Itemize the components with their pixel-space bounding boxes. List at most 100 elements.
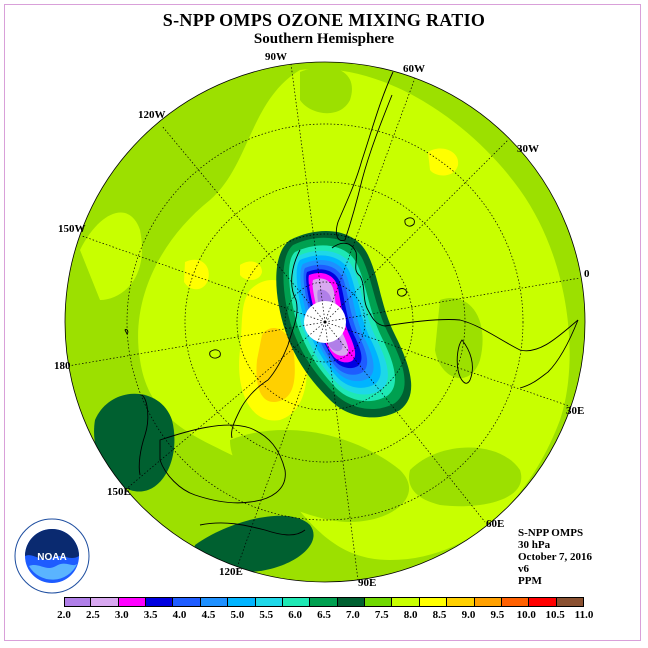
antarctica-east-coast [384,319,579,352]
colorbar-cell [365,597,393,607]
indonesia-coast [199,522,306,536]
longitude-label-90e: 90E [358,577,377,589]
kerguelen-coast [209,349,221,359]
meridian-line [290,63,326,323]
latitude-circle [284,281,366,363]
south-america-coast [335,71,394,242]
colorbar-cell [228,597,256,607]
field-9-0-region [256,327,295,403]
meridian-line [324,321,359,581]
field-7-5-region [230,430,410,522]
longitude-label-120w: 120W [138,109,166,121]
colorbar-cell [282,597,311,607]
colorbar-tick-label: 6.0 [288,609,302,621]
coastlines [124,71,579,536]
colorbar-tick-label: 3.5 [143,609,158,621]
info-units: PPM [518,575,542,587]
colorbar-tick-label: 8.5 [432,609,447,621]
colorbar-tick-label: 9.5 [490,609,505,621]
longitude-label-150e: 150E [107,486,131,498]
colorbar-tick-label: 11.0 [574,609,594,621]
colorbar-cell [118,597,147,607]
colorbar-cell [200,597,229,607]
info-pressure: 30 hPa [518,539,551,551]
colorbar-tick-label: 7.0 [346,609,360,621]
longitude-label-0: 0 [584,268,590,280]
meridian-line [124,321,326,491]
longitude-label-120e: 120E [219,566,243,578]
meridian-line [324,77,416,323]
colorbar-tick-label: 2.0 [57,609,71,621]
latitude-circle [184,181,466,463]
map-title: S-NPP OMPS OZONE MIXING RATIO [162,10,486,30]
longitude-label-60w: 60W [403,63,425,75]
meridian-line [324,139,509,323]
colorbar-tick-label: 2.5 [86,609,100,621]
map-subtitle: Southern Hemisphere [253,31,395,47]
info-block: S-NPP OMPS 30 hPa October 7, 2016 v6 PPM [518,527,592,587]
longitude-label-30e: 30E [566,405,585,417]
field-6-5-region [94,393,175,492]
ross-ice-shelf-coast [231,379,269,439]
field-8-5-region [184,259,209,290]
colorbar [64,597,584,607]
colorbar-cell [556,597,584,607]
longitude-label-60e: 60E [486,518,505,530]
meridian-line [81,235,326,323]
field-8-5-region [240,261,262,280]
longitude-label-150w: 150W [58,223,86,235]
colorbar-cell [255,597,283,607]
colorbar-cell [64,597,92,607]
colorbar-cell [474,597,502,607]
colorbar-tick-label: 5.5 [259,609,274,621]
meridian-line [67,321,326,367]
latitude-circle [126,123,524,521]
colorbar-cell [146,597,174,607]
longitude-label-30w: 30W [517,143,539,155]
meridian-line [161,125,326,323]
colorbar-cell [337,597,366,607]
colorbar-cell [419,597,448,607]
colorbar-tick-label: 4.0 [172,609,187,621]
noaa-logo: NOAA [14,518,90,594]
latitude-circle [236,233,414,411]
colorbar-tick-label: 10.0 [516,609,536,621]
field-8-0-region [80,212,142,300]
colorbar-cell [392,597,420,607]
colorbar-cell [447,597,475,607]
colorbar-cell [529,597,557,607]
info-date: October 7, 2016 [518,551,593,563]
madagascar-coast [456,339,473,384]
meridian-line [324,277,581,323]
colorbar-cell [173,597,201,607]
antarctica-pacific-coast [267,249,301,381]
info-version: v6 [518,563,529,575]
info-instrument: S-NPP OMPS [518,527,584,539]
colorbar-tick-label: 10.5 [545,609,565,621]
meridian-line [324,321,486,523]
colorbar-cell [501,597,530,607]
meridian-line [237,321,326,566]
antarctic-peninsula-coast [331,242,386,327]
colorbar-tick-label: 6.5 [317,609,331,621]
field-6-5-region [194,515,314,572]
logo-text: NOAA [37,552,66,563]
longitude-label-90w: 90W [265,51,287,63]
africa-coast [519,319,579,389]
new-zealand-coast [138,394,149,476]
australia-coast [159,424,286,504]
globe-outline [64,61,586,583]
colorbar-tick-label: 3.0 [114,609,129,621]
campbell-island-coast [124,329,129,335]
colorbar-tick-label: 4.5 [201,609,216,621]
graticule [67,63,581,581]
colorbar-tick-label: 9.0 [461,609,476,621]
field-7-5-region [435,298,483,379]
colorbar-tick-label: 7.5 [374,609,389,621]
longitude-label-180: 180 [54,360,71,372]
plot-frame [4,4,641,641]
colorbar-tick-label: 5.0 [230,609,245,621]
colorbar-cell [310,597,338,607]
